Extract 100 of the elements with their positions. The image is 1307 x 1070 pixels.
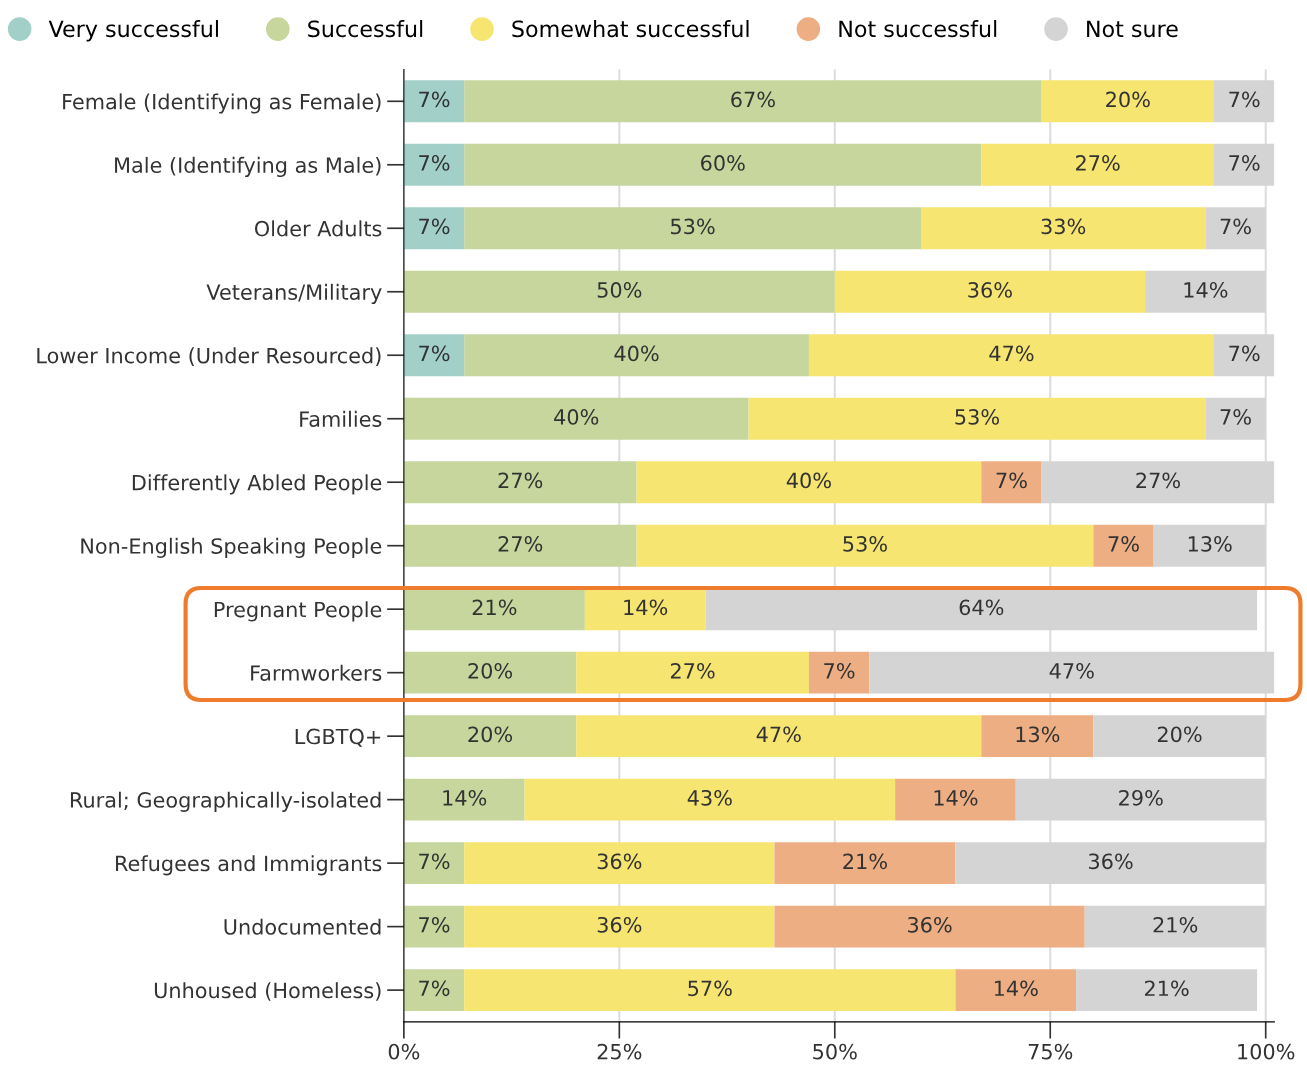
data-label: 14% [1184,282,1228,298]
y-tick-label: Unhoused (Homeless) [154,982,381,1001]
bar [920,207,1206,250]
data-label: 47% [989,345,1034,362]
data-label: 27% [1076,155,1120,171]
data-label: 64% [959,599,1004,616]
x-tick-label: 25% [597,1043,642,1060]
data-label: 29% [1119,789,1163,806]
legend-label: Somewhat successful [512,20,749,38]
bar [403,651,577,694]
bar [403,80,465,123]
bar [524,778,896,821]
y-tick-label: LGBTQ+ [295,728,381,747]
x-tick-label: 100% [1238,1043,1295,1060]
bar [403,143,465,186]
data-label: 7% [824,662,855,679]
data-label: 27% [498,535,543,552]
y-tick-label: Female (Identifying as Female) [63,93,381,114]
bar [808,651,870,694]
data-label: 7% [1229,345,1260,362]
x-tick-label: 50% [813,1043,857,1060]
data-label: 33% [1041,218,1086,235]
bar [464,842,775,885]
data-label: 36% [968,282,1012,298]
data-label: 60% [701,155,745,171]
data-label: 27% [498,472,543,489]
data-label: 7% [1229,155,1260,171]
y-tick-label: Farmworkers [251,664,382,681]
bar [584,588,706,631]
data-label: 40% [614,345,659,362]
data-label: 21% [1153,916,1198,933]
bar [636,524,1094,567]
data-label: 7% [419,853,450,870]
bar [1041,80,1214,123]
bar [464,207,921,250]
data-label: 21% [472,599,517,616]
bar [403,588,585,631]
bar [403,524,637,567]
bar [464,969,956,1012]
bar [834,270,1146,313]
data-label: 7% [419,218,450,235]
x-tick-label: 0% [388,1043,420,1060]
data-label: 14% [624,599,668,616]
x-tick-label: 75% [1028,1043,1073,1060]
bar [774,905,1085,948]
data-label: 47% [756,726,801,743]
bar [403,334,465,377]
data-label: 20% [1106,91,1150,108]
data-label: 27% [670,662,715,679]
data-label: 7% [419,155,450,171]
data-label: 36% [908,916,952,933]
data-label: 7% [1220,218,1251,235]
data-label: 43% [687,789,732,806]
bar [403,270,835,313]
data-label: 21% [843,853,887,870]
data-label: 13% [1188,535,1232,552]
data-label: 40% [786,472,831,489]
data-label: 20% [468,662,513,679]
data-label: 21% [1144,980,1189,997]
bar [464,905,775,948]
data-label: 36% [1089,853,1133,870]
data-label: 27% [1136,472,1180,489]
y-tick-label: Veterans/Military [206,283,382,304]
data-label: 14% [443,789,487,806]
y-tick-label: Pregnant People [214,601,382,622]
data-label: 7% [1220,409,1251,425]
y-tick-label: Refugees and Immigrants [116,855,382,876]
data-label: 53% [843,535,887,552]
y-tick-label: Undocumented [224,918,381,935]
bar [636,461,982,504]
y-tick-label: Rural; Geographically-isolated [70,791,381,812]
data-label: 7% [419,980,450,997]
bar [403,207,465,250]
data-label: 7% [419,916,450,933]
y-tick-label: Male (Identifying as Male) [115,156,381,178]
bar [464,143,982,186]
bar [1076,969,1258,1012]
bar [403,397,749,440]
data-label: 67% [731,91,775,108]
data-label: 20% [468,726,513,743]
data-label: 47% [1049,662,1094,679]
bar [981,461,1042,504]
data-label: 57% [688,980,732,997]
bar [464,80,1042,123]
data-label: 14% [934,789,978,806]
data-label: 7% [419,345,450,362]
y-tick-label: Lower Income (Under Resourced) [37,347,381,366]
bar [748,397,1206,440]
legend-label: Very successful [48,20,218,42]
bar [464,334,809,377]
data-label: 7% [996,472,1027,489]
bar [1093,524,1154,567]
bar [403,842,465,885]
bar [808,334,1214,377]
data-label: 13% [1016,726,1060,743]
data-label: 36% [597,916,642,933]
data-label: 53% [671,218,715,235]
data-label: 7% [419,91,450,108]
bar [403,461,637,504]
data-label: 40% [554,409,599,425]
